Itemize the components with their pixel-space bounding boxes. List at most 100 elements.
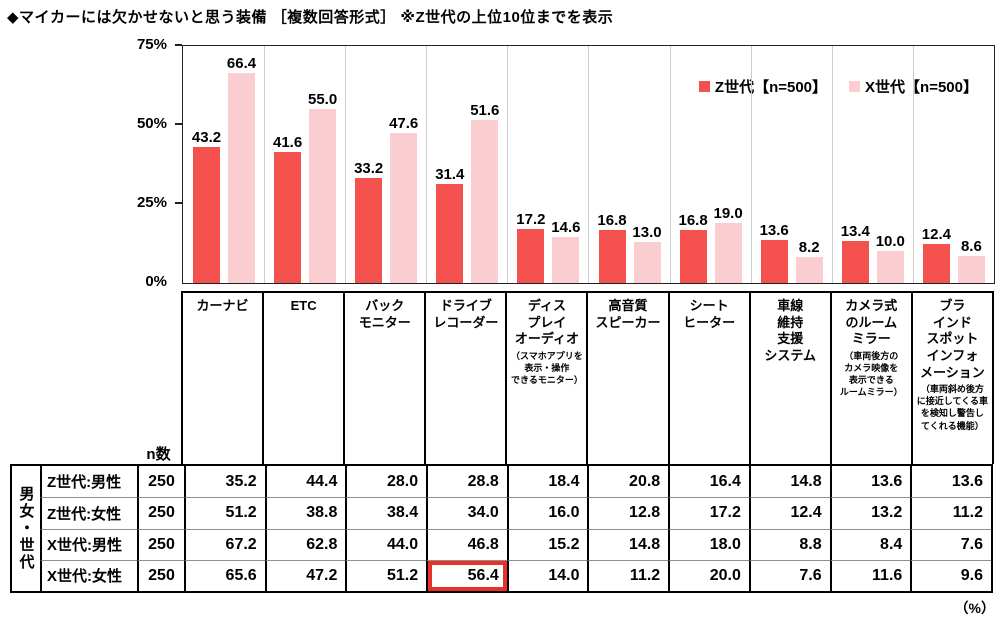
data-cell: 11.6 [829,559,911,591]
category-cell: ブラ インド スポット インフォ メーション （車両斜め後方 に接近してくる車 を… [910,293,992,464]
row-label: Z世代:男性 [40,466,137,498]
table-corner-label: 男女・世代 [17,486,35,571]
data-cell: 65.6 [184,559,265,591]
bar-x-series [876,251,904,283]
data-cell: 13.6 [910,466,991,498]
category-cell: カーナビ [183,293,262,464]
chart-column: 16.8 19.0 [670,46,752,283]
unit-label: （%） [954,600,995,616]
y-axis-tick-icon [175,44,182,46]
bar-z-series [193,146,220,283]
data-cell: 67.2 [184,528,265,560]
chart-column: 13.6 8.2 [751,46,833,283]
page-title: ◆マイカーには欠かせないと思う装備 ［複数回答形式］ ※Z世代の上位10位までを… [7,9,614,26]
data-cell: 20.8 [587,466,668,498]
category-note: （スマホアプリを 表示・操作 できるモニター） [511,350,583,386]
n-value: 250 [137,497,184,529]
row-label: X世代:女性 [40,559,137,591]
category-label: ディス プレイ オーディオ [514,298,579,347]
bar-value-label: 17.2 [516,210,546,228]
data-cell: 13.2 [829,497,911,529]
data-cell: 11.2 [910,497,991,529]
bar-x-series [552,236,580,283]
data-cell: 47.2 [264,559,346,591]
data-cell-highlighted: 56.4 [426,559,507,591]
chart-column: 16.8 13.0 [589,46,671,283]
bar-x-series [390,132,418,283]
bar-z-series [598,229,626,283]
category-label: ドライブ レコーダー [433,298,499,330]
bar-x-series [309,109,337,283]
chart-column: 33.2 47.6 [345,46,428,283]
data-cell: 20.0 [668,559,749,591]
data-cell: 13.6 [829,466,911,498]
data-cell: 7.6 [910,528,991,560]
bar-value-label: 33.2 [354,160,384,178]
y-axis-label: 50% [136,115,167,132]
data-cell: 51.2 [345,559,427,591]
bar-value-label: 19.0 [713,204,743,222]
y-axis-label: 75% [136,36,167,53]
chart-column: 13.4 10.0 [832,46,914,283]
data-cell: 14.0 [506,559,588,591]
bar-x-series [228,73,255,283]
category-cell: ディス プレイ オーディオ （スマホアプリを 表示・操作 できるモニター） [505,293,586,464]
row-label: X世代:男性 [40,528,137,560]
y-axis-label: 25% [136,194,167,211]
category-header: カーナビ ETC バック モニター ドライブ レコーダー ディス プレイ オーディオ （ス… [181,291,994,464]
bar-x-series [795,257,823,283]
data-cell: 51.2 [184,497,265,529]
bar-value-label: 14.6 [551,218,581,236]
bar-value-label: 8.6 [960,237,982,255]
category-label: カメラ式 のルーム ミラー [845,298,898,347]
legend-label-z: Z世代【n=500】 [714,79,828,96]
data-cell: 44.0 [345,528,427,560]
bar-value-label: 66.4 [226,55,257,73]
data-cell: 38.8 [264,497,346,529]
bar-value-label: 12.4 [921,225,951,243]
category-cell: ETC [262,293,343,464]
n-value: 250 [137,466,184,498]
bar-x-series [957,255,985,283]
chart-column: 17.2 14.6 [507,46,590,283]
bar-value-label: 55.0 [307,91,338,109]
bar-value-label: 43.2 [191,128,222,146]
category-cell: バック モニター [343,293,424,464]
bar-value-label: 16.8 [597,211,627,229]
bar-z-series [679,229,707,283]
y-axis-tick-icon [175,123,182,125]
data-cell: 7.6 [748,559,830,591]
data-cell: 28.0 [345,466,426,498]
data-cell: 44.4 [264,466,346,498]
category-note: （車両斜め後方 に接近してくる車 を検知し警告し てくれる機能） [916,384,989,431]
chart-legend: Z世代【n=500】 X世代【n=500】 [698,76,978,97]
category-cell: カメラ式 のルーム ミラー （車両後方の カメラ映像を 表示できる ルームミラー） [829,293,911,464]
bar-z-series [517,228,545,283]
legend-item-x: X世代【n=500】 [849,76,978,97]
bar-value-label: 8.2 [798,239,820,257]
legend-item-z: Z世代【n=500】 [698,76,828,97]
category-note: （車両後方の カメラ映像を 表示できる ルームミラー） [839,350,903,398]
data-cell: 18.0 [668,528,749,560]
data-cell: 11.2 [587,559,669,591]
data-cell: 35.2 [184,466,265,498]
category-label: シート ヒーター [683,298,736,330]
data-cell: 46.8 [426,528,507,560]
category-cell: シート ヒーター [667,293,749,464]
category-label: ETC [290,298,317,313]
n-value: 250 [137,528,184,560]
bar-value-label: 41.6 [272,133,303,151]
bar-value-label: 47.6 [389,114,419,132]
data-cell: 8.8 [748,528,830,560]
bar-x-series [714,222,742,283]
bar-z-series [760,240,788,283]
n-value: 250 [137,559,184,591]
data-cell: 16.4 [668,466,749,498]
category-cell: 車線 維持 支援 システム [748,293,830,464]
bar-value-label: 16.8 [678,211,708,229]
bar-value-label: 51.6 [470,101,500,119]
data-cell: 8.4 [829,528,911,560]
chart-column: 43.2 66.4 [183,46,266,283]
data-cell: 12.8 [587,497,669,529]
